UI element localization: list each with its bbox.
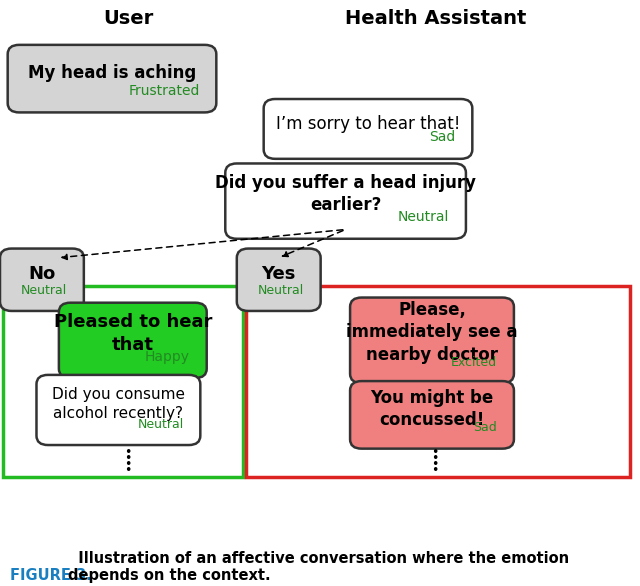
- Text: FIGURE 3.: FIGURE 3.: [10, 568, 92, 583]
- Text: No: No: [28, 265, 56, 284]
- Text: User: User: [103, 9, 153, 28]
- Text: •: •: [431, 452, 439, 465]
- Text: Neutral: Neutral: [138, 418, 184, 431]
- Text: You might be
concussed!: You might be concussed!: [371, 389, 493, 429]
- Text: •: •: [431, 446, 439, 459]
- FancyBboxPatch shape: [36, 375, 200, 445]
- Bar: [246, 286, 630, 477]
- Text: Yes: Yes: [262, 265, 296, 284]
- Text: Frustrated: Frustrated: [128, 84, 200, 98]
- Text: •: •: [124, 446, 132, 459]
- Text: I’m sorry to hear that!: I’m sorry to hear that!: [276, 115, 460, 133]
- Text: •: •: [124, 464, 132, 478]
- Text: Illustration of an affective conversation where the emotion
depends on the conte: Illustration of an affective conversatio…: [68, 551, 570, 583]
- Text: Sad: Sad: [429, 131, 456, 144]
- FancyBboxPatch shape: [225, 163, 466, 239]
- Text: Pleased to hear
that: Pleased to hear that: [54, 314, 212, 353]
- Text: Excited: Excited: [451, 356, 497, 369]
- FancyBboxPatch shape: [350, 298, 514, 383]
- Text: Did you suffer a head injury
earlier?: Did you suffer a head injury earlier?: [215, 174, 476, 214]
- FancyBboxPatch shape: [8, 45, 216, 113]
- Text: Neutral: Neutral: [21, 284, 67, 297]
- FancyBboxPatch shape: [59, 303, 207, 378]
- FancyBboxPatch shape: [264, 99, 472, 159]
- Text: •: •: [431, 464, 439, 478]
- Text: Health Assistant: Health Assistant: [344, 9, 526, 28]
- FancyBboxPatch shape: [0, 248, 84, 311]
- FancyBboxPatch shape: [350, 381, 514, 449]
- Text: •: •: [124, 458, 132, 471]
- FancyBboxPatch shape: [237, 248, 321, 311]
- Text: Please,
immediately see a
nearby doctor: Please, immediately see a nearby doctor: [346, 301, 518, 363]
- Text: My head is aching: My head is aching: [28, 64, 196, 82]
- Text: Neutral: Neutral: [398, 210, 449, 224]
- Text: Neutral: Neutral: [258, 284, 304, 297]
- Text: •: •: [431, 458, 439, 471]
- Bar: [3, 286, 243, 477]
- Text: Happy: Happy: [145, 350, 190, 363]
- Text: Did you consume
alcohol recently?: Did you consume alcohol recently?: [52, 387, 185, 421]
- Text: Sad: Sad: [474, 421, 497, 434]
- Text: •: •: [124, 452, 132, 465]
